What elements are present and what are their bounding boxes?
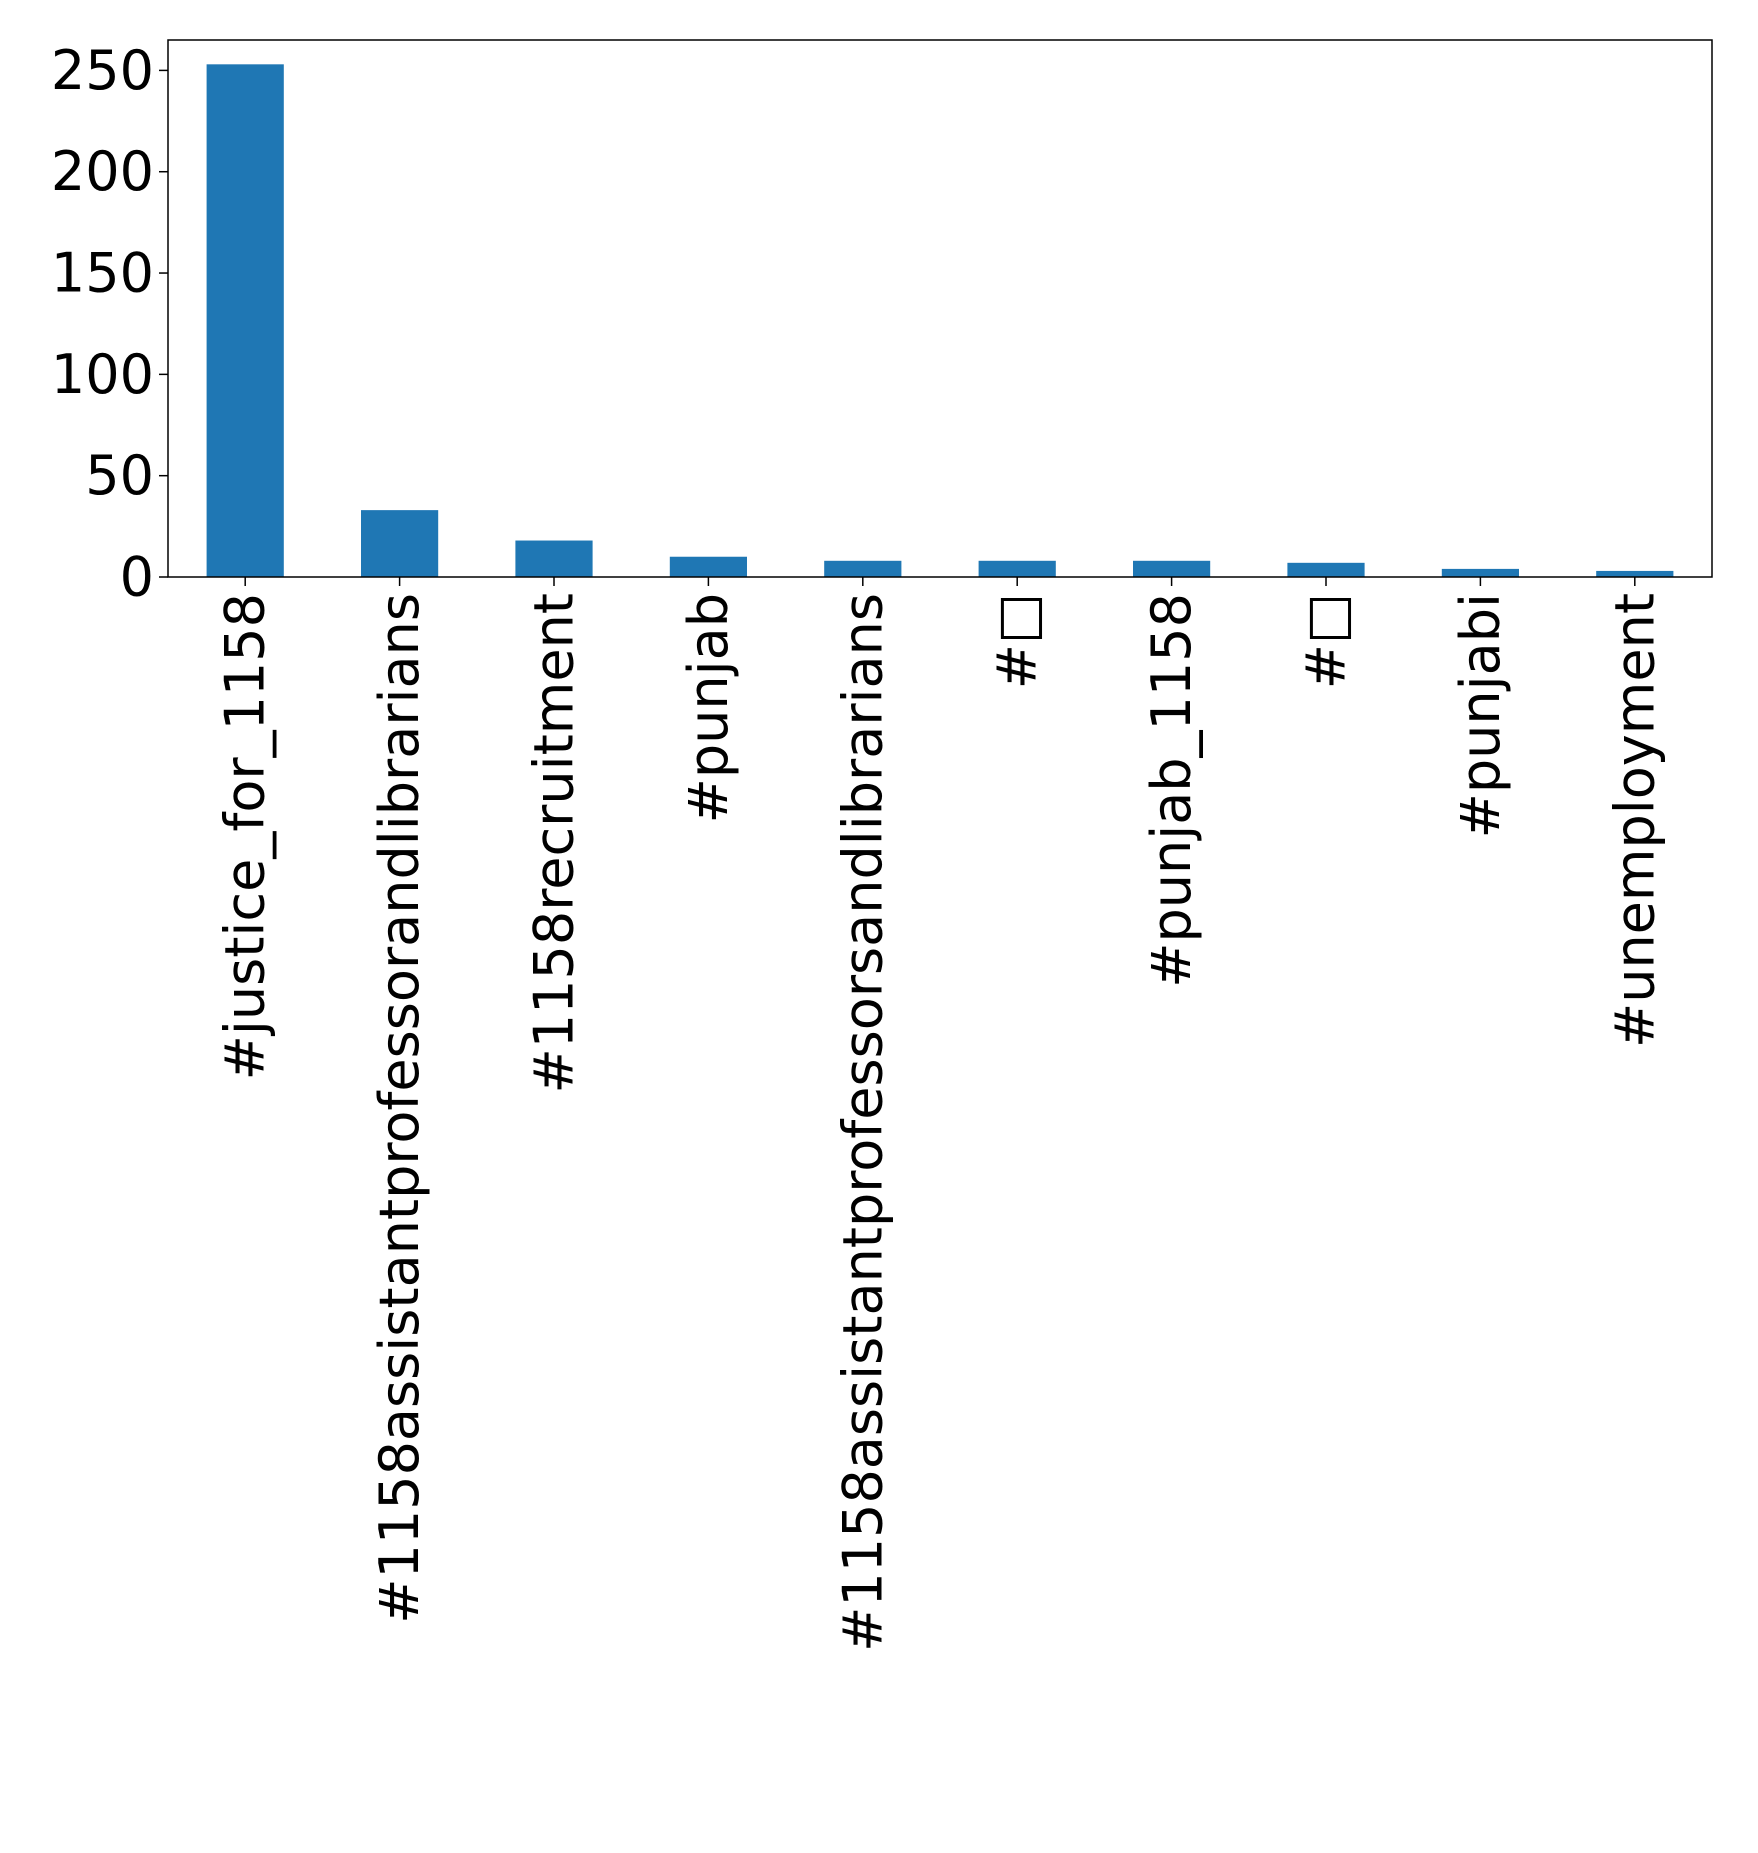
y-tick-label-3: 150: [51, 242, 154, 305]
bar-6: [1133, 560, 1211, 577]
bar-7: [1287, 562, 1365, 577]
plot-area-frame: [167, 39, 1713, 578]
bar-8: [1441, 568, 1519, 577]
y-axis: 0 50 100 150 200 250: [51, 39, 168, 609]
x-tick-label-1: #1158assistantprofessorandlibrarians: [368, 593, 431, 1624]
x-tick-label-8: #punjabi: [1449, 593, 1512, 838]
y-tick-label-5: 250: [51, 39, 154, 102]
bar-4: [824, 560, 902, 577]
x-tick-label-6: #punjab_1158: [1140, 593, 1203, 988]
x-tick-label-2: #1158recruitment: [523, 593, 586, 1093]
bar-9: [1596, 570, 1674, 577]
y-tick-label-1: 50: [85, 444, 154, 507]
x-tick-label-5: #□: [986, 593, 1049, 689]
x-tick-label-0: #justice_for_1158: [214, 593, 277, 1080]
x-tick-label-7: #□: [1295, 593, 1358, 689]
y-tick-label-4: 200: [51, 140, 154, 203]
bar-5: [978, 560, 1056, 577]
bar-2: [515, 540, 593, 577]
bars-group: [206, 64, 1674, 578]
bar-1: [361, 510, 439, 577]
x-axis: #justice_for_1158 #1158assistantprofessor…: [214, 577, 1666, 1652]
x-tick-label-9: #unemployment: [1603, 593, 1666, 1048]
bar-3: [669, 556, 747, 577]
y-tick-label-2: 100: [51, 343, 154, 406]
bar-0: [206, 64, 284, 578]
y-tick-label-0: 0: [120, 546, 154, 609]
x-tick-label-3: #punjab: [677, 593, 740, 823]
x-tick-label-4: #1158assistantprofessorsandlibrarians: [831, 593, 894, 1652]
